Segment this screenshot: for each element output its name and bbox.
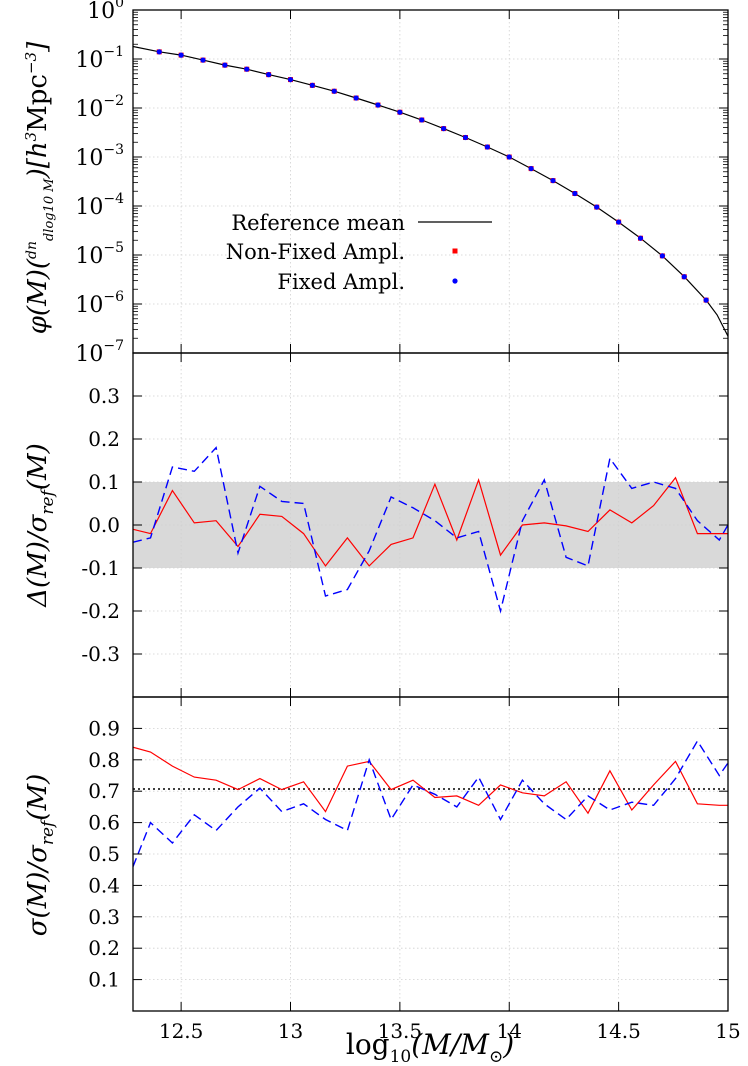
xlabel: log10(M/M⊙) <box>346 1028 514 1066</box>
xtick-label-1: 13 <box>278 1019 303 1043</box>
ytick-label-bottom-1: 0.2 <box>88 936 120 960</box>
point-top-fixed-ampl-23 <box>659 253 665 259</box>
ytick-label-bottom-6: 0.7 <box>88 779 120 803</box>
point-top-fixed-ampl-7 <box>309 82 315 88</box>
ytick-label-top-1: 10−6 <box>75 289 124 318</box>
point-top-fixed-ampl-18 <box>550 177 556 184</box>
point-top-fixed-ampl-5 <box>266 72 272 78</box>
point-top-fixed-ampl-9 <box>353 95 359 101</box>
ytick-label-top-2: 10−5 <box>75 240 124 269</box>
point-top-fixed-ampl-15 <box>484 144 490 150</box>
point-top-fixed-ampl-4 <box>244 66 250 72</box>
ytick-label-middle-2: -0.1 <box>81 556 120 580</box>
line-bottom-fixed-ampl- <box>133 739 728 867</box>
ytick-label-bottom-4: 0.5 <box>88 842 120 866</box>
point-top-fixed-ampl-10 <box>375 102 381 108</box>
line-middle-non-fixed-ampl- <box>133 476 728 567</box>
ytick-label-top-7: 100 <box>87 0 124 24</box>
point-top-fixed-ampl-0 <box>156 49 162 55</box>
ytick-label-bottom-0: 0.1 <box>88 968 120 992</box>
line-top-reference-mean <box>133 45 728 337</box>
point-top-fixed-ampl-2 <box>200 57 206 63</box>
series-group-top <box>133 45 728 337</box>
ytick-label-middle-0: -0.3 <box>81 642 120 666</box>
point-top-fixed-ampl-19 <box>572 190 578 197</box>
point-top-fixed-ampl-12 <box>419 117 425 123</box>
point-top-fixed-ampl-22 <box>637 235 644 241</box>
ytick-label-top-0: 10−7 <box>75 338 124 367</box>
legend-label-0: Reference mean <box>231 211 405 235</box>
frame-top <box>132 9 729 354</box>
point-top-fixed-ampl-25 <box>703 297 709 303</box>
ytick-label-top-4: 10−3 <box>75 142 124 171</box>
xtick-label-5: 15 <box>715 1019 740 1043</box>
legend-label-1: Non-Fixed Ampl. <box>226 240 405 264</box>
xtick-label-0: 12.5 <box>159 1019 204 1043</box>
ytick-label-top-6: 10−1 <box>75 44 124 73</box>
point-top-fixed-ampl-11 <box>397 109 403 115</box>
xtick-label-2: 13.5 <box>378 1019 423 1043</box>
tick-layer: 10−7 10−6 10−5 10−4 10−3 10−2 10−1 100 -0.3 -0.2 -… <box>75 0 740 1043</box>
series-group-bottom <box>133 739 728 867</box>
ytick-label-top-5: 10−2 <box>75 93 124 122</box>
xtick-label-4: 14.5 <box>596 1019 641 1043</box>
ytick-label-top-3: 10−4 <box>75 191 124 220</box>
ytick-label-middle-5: 0.2 <box>88 427 120 451</box>
point-top-fixed-ampl-1 <box>178 52 184 58</box>
point-top-fixed-ampl-14 <box>462 134 469 141</box>
xtick-label-3: 14 <box>497 1019 522 1043</box>
ytick-label-bottom-5: 0.6 <box>88 811 120 835</box>
point-top-fixed-ampl-3 <box>222 62 228 68</box>
ytick-label-bottom-7: 0.8 <box>88 748 120 772</box>
legend: Reference mean Non-Fixed Ampl. Fixed Ampl. <box>226 211 492 294</box>
ylabel-top: φ(M)(dndlog10 M)[h3Mpc−3] <box>22 41 57 334</box>
ytick-label-bottom-8: 0.9 <box>88 716 120 740</box>
legend-label-2: Fixed Ampl. <box>277 270 405 294</box>
point-top-fixed-ampl-21 <box>616 219 622 225</box>
line-bottom-non-fixed-ampl- <box>133 746 728 815</box>
line-middle-fixed-ampl- <box>133 446 728 614</box>
ylabel-middle: Δ(M)/σref(M) <box>23 443 58 608</box>
point-top-fixed-ampl-8 <box>331 88 337 94</box>
ytick-label-middle-3: 0.0 <box>88 513 120 537</box>
point-top-fixed-ampl-20 <box>594 204 600 210</box>
series-group-middle <box>133 446 728 614</box>
ytick-label-bottom-3: 0.4 <box>88 873 120 897</box>
point-top-fixed-ampl-17 <box>528 165 534 172</box>
ytick-label-middle-6: 0.3 <box>88 384 120 408</box>
legend-marker-1 <box>452 248 458 254</box>
ytick-label-middle-1: -0.2 <box>81 599 120 623</box>
ytick-label-middle-4: 0.1 <box>88 470 120 494</box>
ylabel-bottom: σ(M)/σref(M) <box>23 774 58 937</box>
legend-marker-2 <box>452 278 458 284</box>
point-top-fixed-ampl-16 <box>506 154 512 160</box>
ytick-label-bottom-2: 0.3 <box>88 905 120 929</box>
axis-label-layer: φ(M)(dndlog10 M)[h3Mpc−3] Δ(M)/σref(M) σ(M… <box>22 41 514 1066</box>
point-top-fixed-ampl-24 <box>681 274 687 280</box>
point-top-fixed-ampl-13 <box>441 125 447 132</box>
series-layer <box>133 45 728 867</box>
point-top-fixed-ampl-6 <box>287 76 294 83</box>
